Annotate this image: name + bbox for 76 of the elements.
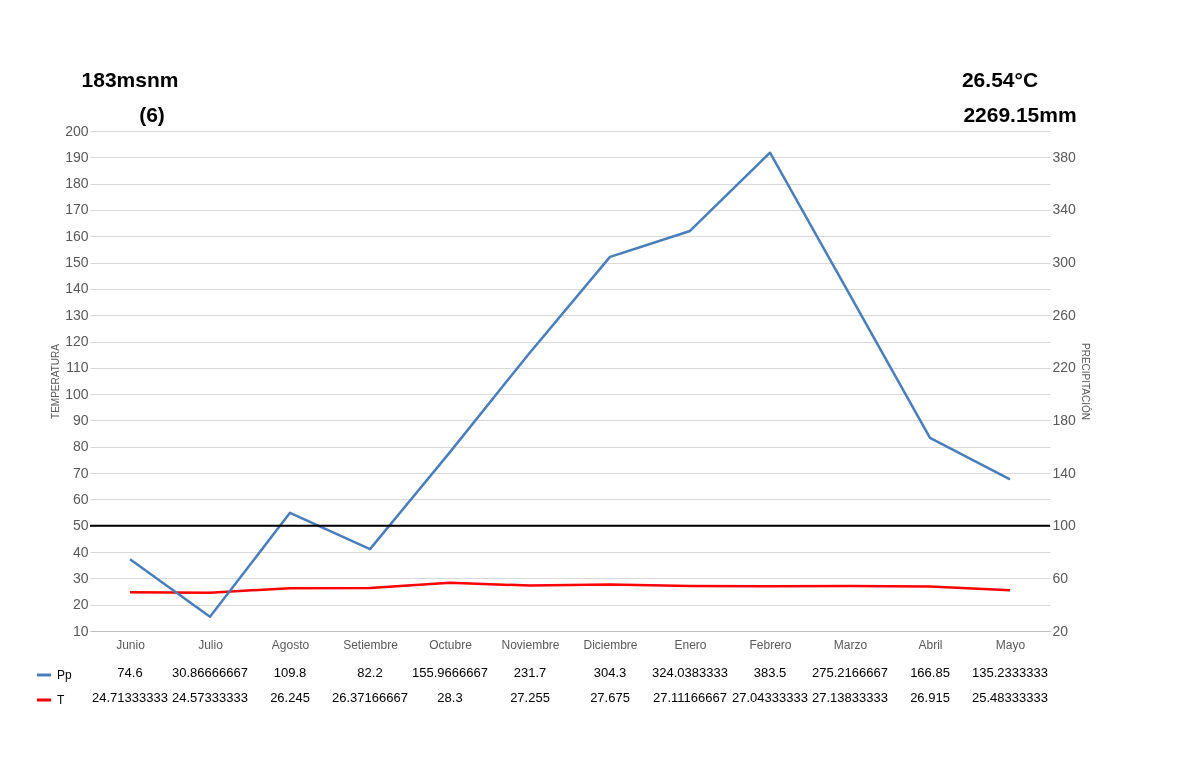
data-label: 155.9666667 [412,665,488,680]
text: (6) [139,103,165,126]
data-label: 25.48333333 [972,690,1048,705]
y-tick-label: 110 [66,359,89,376]
x-tick-label: Abril [918,637,943,652]
data-label: 26.245 [270,690,310,705]
y-tick-label: 100 [65,385,89,402]
data-label: 26.915 [910,690,950,705]
y2-tick-label: 380 [1052,148,1077,165]
x-tick-label: Junio [116,637,146,652]
data-label: 30.86666667 [172,665,248,680]
y-tick-label: 140 [65,280,89,297]
data-label: 74.6 [117,665,143,680]
y-tick-label: 130 [65,306,89,323]
y2-axis-title: PRECIPITACIÓN [1079,342,1092,421]
data-label: 27.675 [590,690,630,705]
y2-tick-label: 60 [1052,569,1069,586]
y-tick-label: 60 [72,490,89,507]
x-tick-label: Enero [674,637,707,652]
x-tick-label: Setiembre [343,637,399,652]
data-label: 324.0383333 [652,665,728,680]
y2-tick-label: 260 [1052,306,1077,323]
y-tick-label: 40 [72,543,89,560]
legend-label: T [57,693,65,707]
x-tick-label: Mayo [995,637,1026,652]
data-label: 24.71333333 [92,690,168,705]
x-tick-label: Noviembre [501,637,560,652]
data-label: 304.3 [593,665,627,680]
data-label: 231.7 [513,665,547,680]
data-label: 28.3 [437,690,463,705]
y-tick-label: 160 [65,227,89,244]
data-label: 275.2166667 [812,665,888,680]
x-tick-label: Febrero [749,637,792,652]
y2-tick-label: 180 [1052,411,1077,428]
legend-label: Pp [57,668,72,682]
line-series [128,581,1012,594]
y2-tick-label: 100 [1052,517,1077,534]
y2-tick-label: 220 [1052,359,1077,376]
x-tick-label: Agosto [271,637,310,652]
data-label: 27.13833333 [812,690,888,705]
y-tick-label: 20 [72,596,89,613]
y-tick-label: 150 [65,254,89,271]
y-tick-label: 200 [65,122,89,139]
text: 2269.15mm [963,103,1077,126]
data-label: 109.8 [273,665,307,680]
y2-tick-label: 140 [1052,464,1077,481]
data-label: 24.57333333 [172,690,248,705]
y2-tick-label: 340 [1052,201,1077,218]
y-tick-label: 190 [65,148,89,165]
data-label: 166.85 [910,665,950,680]
y-tick-label: 170 [65,201,89,218]
data-label: 27.11166667 [653,690,727,705]
x-tick-label: Octubre [429,637,473,652]
x-tick-label: Marzo [833,637,868,652]
data-label: 383.5 [753,665,787,680]
data-label: 82.2 [357,665,383,680]
y-axis-title: TEMPERATURA [50,343,62,419]
y-tick-label: 50 [72,517,89,534]
y2-tick-label: 20 [1052,622,1069,639]
text: 183msnm [81,68,179,91]
x-tick-label: Diciembre [583,637,638,652]
text: 26.54°C [961,68,1039,91]
line-series [128,151,1012,618]
x-tick-label: Julio [198,637,224,652]
y2-tick-label: 300 [1052,254,1077,271]
y-tick-label: 180 [65,175,89,192]
y-tick-label: 120 [65,333,89,350]
y-tick-label: 70 [72,464,89,481]
data-label: 135.2333333 [972,665,1048,680]
data-label: 26.37166667 [332,690,408,705]
y-tick-label: 90 [72,411,89,428]
y-tick-label: 80 [72,438,89,455]
data-label: 27.255 [510,690,550,705]
y-tick-label: 10 [72,622,89,639]
data-label: 27.04333333 [732,690,808,705]
y-tick-label: 30 [72,569,89,586]
